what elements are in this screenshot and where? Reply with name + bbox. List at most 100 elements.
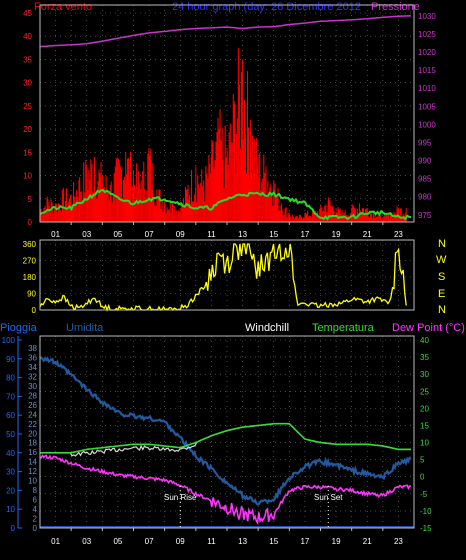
direction-y-tick-270: 270 bbox=[23, 257, 37, 266]
temp-y-tick-0: 0 bbox=[420, 473, 425, 482]
pressure-y-tick-1005: 1005 bbox=[418, 102, 436, 111]
wind-y-tick-0: 0 bbox=[28, 218, 33, 227]
windchill-label: Windchill bbox=[245, 322, 289, 334]
rain-y-tick-30: 30 bbox=[6, 468, 15, 477]
wind-panel-x-tick-09: 09 bbox=[176, 230, 185, 239]
direction-panel-frame bbox=[39, 239, 415, 311]
humidity-y-tick-34: 34 bbox=[28, 363, 37, 372]
wind-y-tick-40: 40 bbox=[23, 32, 32, 41]
pressure-line bbox=[39, 15, 411, 48]
humidity-y-tick-32: 32 bbox=[28, 372, 37, 381]
wind-average-line bbox=[39, 189, 412, 221]
rain-y-tick-90: 90 bbox=[6, 355, 15, 364]
humidity-label: Umidita bbox=[66, 322, 104, 334]
rain-y-tick-10: 10 bbox=[6, 505, 15, 514]
temp-panel-x-tick-17: 17 bbox=[300, 537, 309, 546]
temp-panel-x-tick-09: 09 bbox=[176, 537, 185, 546]
temp-panel-x-tick-03: 03 bbox=[82, 537, 91, 546]
rain-y-tick-40: 40 bbox=[6, 449, 15, 458]
graph-date-label: 24 hour graph (day: 26 Dicembre 2012 bbox=[172, 1, 361, 13]
temp-y-tick-30: 30 bbox=[420, 370, 429, 379]
rain-y-tick-50: 50 bbox=[6, 430, 15, 439]
wind-y-tick-25: 25 bbox=[23, 102, 32, 111]
wind-y-tick-15: 15 bbox=[23, 148, 32, 157]
rain-y-tick-0: 0 bbox=[11, 524, 16, 533]
humidity-y-tick-36: 36 bbox=[28, 353, 37, 362]
temp-panel-x-tick-01: 01 bbox=[51, 537, 60, 546]
rain-y-tick-60: 60 bbox=[6, 411, 15, 420]
temp-panel-x-tick-23: 23 bbox=[394, 537, 403, 546]
humidity-y-tick-16: 16 bbox=[28, 448, 37, 457]
dewpoint-label: Dew Point (°C) bbox=[392, 322, 465, 334]
humidity-y-tick-24: 24 bbox=[28, 410, 37, 419]
pressure-y-tick-1010: 1010 bbox=[418, 84, 436, 93]
temp-panel-x-tick-19: 19 bbox=[332, 537, 341, 546]
pressure-y-tick-1030: 1030 bbox=[418, 12, 436, 21]
wind-panel-x-tick-13: 13 bbox=[238, 230, 247, 239]
wind-panel-x-tick-23: 23 bbox=[394, 230, 403, 239]
temp-y-tick-5: 5 bbox=[420, 456, 425, 465]
direction-y-tick-180: 180 bbox=[23, 273, 37, 282]
temp-y-tick-35: 35 bbox=[420, 353, 429, 362]
dir-letter-n-bottom: N bbox=[438, 304, 446, 316]
wind-panel-x-tick-05: 05 bbox=[113, 230, 122, 239]
temp-y-tick-25: 25 bbox=[420, 387, 429, 396]
rain-y-tick-70: 70 bbox=[6, 392, 15, 401]
temp-panel-x-tick-11: 11 bbox=[207, 537, 216, 546]
temp-panel-x-tick-13: 13 bbox=[238, 537, 247, 546]
humidity-y-tick-10: 10 bbox=[28, 477, 37, 486]
wind-panel-x-tick-11: 11 bbox=[207, 230, 216, 239]
temperature-label: Temperatura bbox=[312, 322, 375, 334]
pressure-y-tick-1000: 1000 bbox=[418, 120, 436, 129]
humidity-y-tick-22: 22 bbox=[28, 420, 37, 429]
humidity-y-tick-28: 28 bbox=[28, 391, 37, 400]
sunrise-annotation: Sun Rise bbox=[164, 493, 197, 502]
wind-panel-x-tick-15: 15 bbox=[269, 230, 278, 239]
temperature-line bbox=[40, 422, 411, 454]
wind-panel-x-tick-01: 01 bbox=[51, 230, 60, 239]
sunset-annotation: Sun Set bbox=[314, 493, 343, 502]
pressure-label: Pressione bbox=[371, 1, 420, 13]
pressure-y-tick-975: 975 bbox=[418, 211, 432, 220]
wind-y-tick-5: 5 bbox=[28, 195, 33, 204]
humidity-y-tick-18: 18 bbox=[28, 439, 37, 448]
temp-y-tick--5: -5 bbox=[420, 490, 428, 499]
temp-panel-x-tick-05: 05 bbox=[113, 537, 122, 546]
humidity-y-tick-26: 26 bbox=[28, 401, 37, 410]
dir-letter-w: W bbox=[436, 254, 447, 266]
wind-y-tick-35: 35 bbox=[23, 55, 32, 64]
temp-y-tick-15: 15 bbox=[420, 421, 429, 430]
humidity-y-tick-30: 30 bbox=[28, 382, 37, 391]
humidity-line bbox=[39, 356, 412, 506]
dir-letter-e: E bbox=[438, 288, 445, 300]
temp-y-tick-40: 40 bbox=[420, 336, 429, 345]
dewpoint-line bbox=[39, 453, 411, 526]
pressure-y-tick-1025: 1025 bbox=[418, 30, 436, 39]
humidity-y-tick-0: 0 bbox=[33, 524, 38, 533]
temp-y-tick--10: -10 bbox=[420, 507, 432, 516]
humidity-y-tick-8: 8 bbox=[33, 486, 38, 495]
temp-panel-x-tick-07: 07 bbox=[145, 537, 154, 546]
humidity-y-tick-14: 14 bbox=[28, 458, 37, 467]
rain-label: Pioggia bbox=[0, 322, 38, 334]
wind-y-tick-30: 30 bbox=[23, 79, 32, 88]
dir-letter-n-top: N bbox=[438, 238, 446, 250]
pressure-y-tick-995: 995 bbox=[418, 138, 432, 147]
humidity-y-tick-2: 2 bbox=[33, 515, 38, 524]
pressure-y-tick-985: 985 bbox=[418, 175, 432, 184]
dir-letter-s: S bbox=[438, 271, 445, 283]
temp-panel-x-tick-15: 15 bbox=[269, 537, 278, 546]
humidity-y-tick-20: 20 bbox=[28, 429, 37, 438]
wind-panel-x-tick-07: 07 bbox=[145, 230, 154, 239]
direction-y-tick-0: 0 bbox=[32, 306, 37, 315]
wind-panel-x-tick-19: 19 bbox=[332, 230, 341, 239]
wind-y-tick-20: 20 bbox=[23, 125, 32, 134]
humidity-y-tick-38: 38 bbox=[28, 344, 37, 353]
wind-y-tick-10: 10 bbox=[23, 172, 32, 181]
humidity-y-tick-4: 4 bbox=[33, 505, 38, 514]
direction-y-tick-360: 360 bbox=[23, 240, 37, 249]
temp-y-tick-20: 20 bbox=[420, 404, 429, 413]
